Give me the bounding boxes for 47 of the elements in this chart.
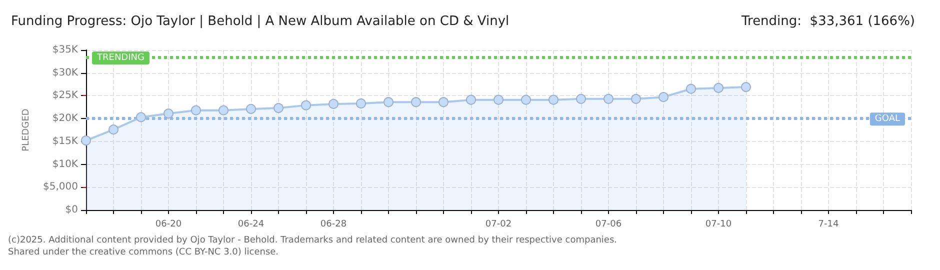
point: [328, 98, 338, 109]
chart-subtitle: Trending: $33,361 (166%): [740, 14, 916, 29]
y-tick-label: $30K: [52, 67, 78, 78]
point: [521, 94, 531, 105]
ref-line-label: TRENDING: [96, 52, 144, 63]
x-tick-label: 07-02: [485, 220, 512, 230]
chart-title: Funding Progress: Ojo Taylor | Behold | A New Album Available on CD & Vinyl: [11, 14, 510, 29]
point: [686, 84, 696, 94]
x-tick-label: 07-10: [705, 220, 732, 230]
point: [136, 112, 146, 122]
x-tick-label: 06-28: [320, 220, 347, 230]
point: [164, 108, 174, 119]
point: [81, 136, 91, 146]
point: [714, 82, 724, 93]
text: Shared under the creative commons (CC BY-NC 3.0) license.: [8, 248, 279, 258]
point: [741, 82, 751, 92]
point: [384, 97, 394, 108]
point: [658, 92, 668, 102]
x-tick-label: 07-06: [595, 220, 622, 230]
point: [246, 104, 256, 114]
text: (c)2025. Additional content provided by Ojo Taylor - Behold. Trademarks and related content are owned by their respective companies.: [8, 236, 618, 246]
point: [631, 94, 641, 104]
point: [411, 97, 421, 108]
ref-line-label: GOAL: [874, 114, 900, 124]
point: [191, 105, 201, 116]
y-axis-title: PLEDGED: [22, 108, 32, 152]
point: [301, 100, 311, 110]
point: [108, 124, 118, 135]
y-tick-label: $35K: [52, 44, 78, 56]
x-tick-label: 06-24: [238, 220, 264, 230]
x-tick-label: 06-20: [155, 220, 182, 230]
y-tick-label: $25K: [52, 90, 78, 102]
point: [274, 103, 284, 114]
point: [466, 94, 476, 105]
point: [604, 94, 614, 104]
point: [576, 94, 586, 104]
x-tick-label: 7-14: [818, 220, 839, 230]
y-tick-label: $0: [65, 204, 78, 216]
y-tick-label: $5,000: [43, 182, 78, 193]
point: [356, 98, 366, 108]
point: [218, 105, 228, 116]
point: [548, 94, 558, 105]
point: [494, 94, 504, 105]
y-tick-label: $20K: [52, 113, 78, 124]
point: [438, 97, 448, 108]
y-tick-label: $15K: [52, 136, 78, 147]
y-tick-label: $10K: [52, 158, 78, 170]
